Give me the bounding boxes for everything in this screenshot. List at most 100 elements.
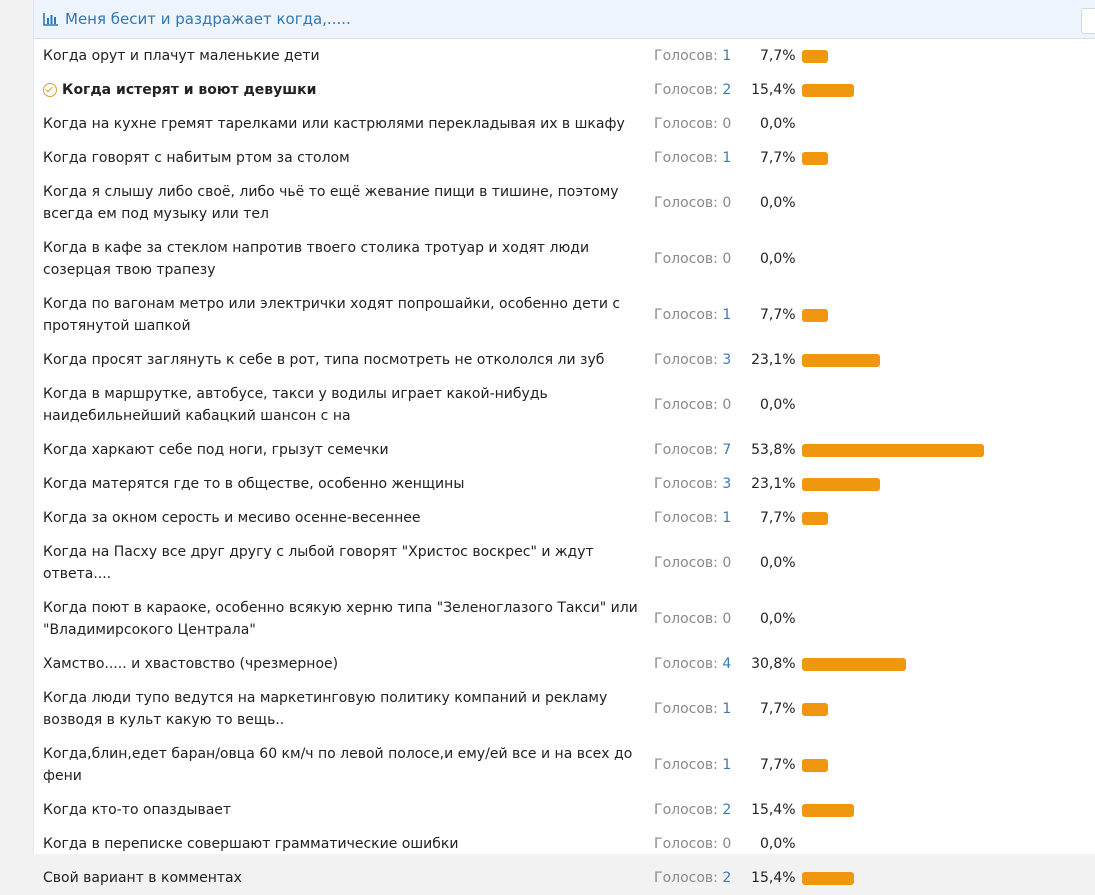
option-text: Когда просят заглянуть к себе в рот, тип… xyxy=(43,352,605,368)
poll-option-row: Когда на кухне гремят тарелками или каст… xyxy=(34,107,1095,141)
votes-label: Голосов: xyxy=(654,251,723,267)
votes-number[interactable]: 3 xyxy=(722,352,732,368)
vote-count: Голосов: 0 xyxy=(654,397,731,413)
votes-number[interactable]: 1 xyxy=(722,150,732,166)
votes-label: Голосов: xyxy=(654,307,723,323)
votes-number[interactable]: 1 xyxy=(722,510,732,526)
votes-label: Голосов: xyxy=(654,836,723,852)
votes-label: Голосов: xyxy=(654,82,723,98)
poll-option-row: Когда просят заглянуть к себе в рот, тип… xyxy=(34,343,1095,377)
vote-count: Голосов: 3 xyxy=(654,352,731,368)
option-label: Когда харкают себе под ноги, грызут семе… xyxy=(34,439,654,461)
bar-track xyxy=(801,758,1095,772)
vote-count: Голосов: 3 xyxy=(654,476,731,492)
option-label: Когда матерятся где то в обществе, особе… xyxy=(34,473,654,495)
option-text: Хамство..... и хвастовство (чрезмерное) xyxy=(43,656,339,672)
poll-option-row: Когда матерятся где то в обществе, особе… xyxy=(34,467,1095,501)
bar-track xyxy=(801,657,1095,671)
votes-number[interactable]: 2 xyxy=(722,802,732,818)
votes-number: 0 xyxy=(722,195,732,211)
vote-percent: 15,4% xyxy=(751,82,796,98)
poll-panel: Меня бесит и раздражает когда,..... Когд… xyxy=(33,0,1095,886)
vote-percent: 30,8% xyxy=(751,656,796,672)
votes-label: Голосов: xyxy=(654,870,723,886)
vote-percent: 53,8% xyxy=(751,442,796,458)
bar-chart-icon xyxy=(43,13,58,26)
votes-label: Голосов: xyxy=(654,757,723,773)
edit-button[interactable] xyxy=(1081,8,1095,34)
vote-percent: 0,0% xyxy=(760,195,796,211)
vote-percent: 7,7% xyxy=(760,701,796,717)
vote-bar xyxy=(801,443,985,457)
vote-count: Голосов: 7 xyxy=(654,442,731,458)
votes-number: 0 xyxy=(722,116,732,132)
votes-number: 0 xyxy=(722,251,732,267)
vote-count: Голосов: 1 xyxy=(654,48,731,64)
option-label: Когда говорят с набитым ртом за столом xyxy=(34,147,654,169)
vote-percent: 0,0% xyxy=(760,555,796,571)
bar-track xyxy=(801,511,1095,525)
poll-option-row: Когда орут и плачут маленькие дети Голос… xyxy=(34,39,1095,73)
poll-option-row: Когда говорят с набитым ртом за столом Г… xyxy=(34,141,1095,175)
option-text: Когда поют в караоке, особенно всякую хе… xyxy=(43,600,638,638)
votes-number[interactable]: 4 xyxy=(722,656,732,672)
vote-bar xyxy=(801,49,828,63)
votes-number[interactable]: 1 xyxy=(722,307,732,323)
option-label: Когда я слышу либо своё, либо чьё то ещё… xyxy=(34,181,654,225)
option-label: Когда поют в караоке, особенно всякую хе… xyxy=(34,597,654,641)
vote-percent: 7,7% xyxy=(760,150,796,166)
vote-percent: 0,0% xyxy=(760,836,796,852)
poll-option-row: Когда поют в караоке, особенно всякую хе… xyxy=(34,591,1095,647)
option-text: Когда орут и плачут маленькие дети xyxy=(43,48,320,64)
option-text: Когда на кухне гремят тарелками или каст… xyxy=(43,116,625,132)
poll-option-row: Когда на Пасху все друг другу с лыбой го… xyxy=(34,535,1095,591)
vote-bar xyxy=(801,871,854,885)
option-label: Когда в маршрутке, автобусе, такси у вод… xyxy=(34,383,654,427)
vote-count: Голосов: 2 xyxy=(654,802,731,818)
option-text: Свой вариант в комментах xyxy=(43,870,242,886)
option-text: Когда люди тупо ведутся на маркетинговую… xyxy=(43,690,608,728)
poll-option-row: Когда в кафе за стеклом напротив твоего … xyxy=(34,231,1095,287)
vote-percent: 0,0% xyxy=(760,611,796,627)
votes-number[interactable]: 1 xyxy=(722,48,732,64)
votes-label: Голосов: xyxy=(654,116,723,132)
vote-percent: 7,7% xyxy=(760,307,796,323)
vote-count: Голосов: 1 xyxy=(654,510,731,526)
option-label: Когда за окном серость и месиво осенне-в… xyxy=(34,507,654,529)
option-text: Когда я слышу либо своё, либо чьё то ещё… xyxy=(43,184,619,222)
option-text: Когда за окном серость и месиво осенне-в… xyxy=(43,510,421,526)
votes-number[interactable]: 2 xyxy=(722,870,732,886)
bar-track xyxy=(801,308,1095,322)
option-label: Когда люди тупо ведутся на маркетинговую… xyxy=(34,687,654,731)
poll-option-row: Когда кто-то опаздывает Голосов: 2 15,4% xyxy=(34,793,1095,827)
votes-label: Голосов: xyxy=(654,442,723,458)
vote-count: Голосов: 2 xyxy=(654,870,731,886)
option-text: Когда в маршрутке, автобусе, такси у вод… xyxy=(43,386,548,424)
vote-count: Голосов: 2 xyxy=(654,82,731,98)
bar-track xyxy=(802,838,1095,851)
votes-number: 0 xyxy=(722,836,732,852)
vote-count: Голосов: 0 xyxy=(654,611,731,627)
votes-label: Голосов: xyxy=(654,701,723,717)
bar-track xyxy=(802,613,1095,626)
bar-track xyxy=(801,803,1095,817)
votes-number[interactable]: 2 xyxy=(722,82,732,98)
poll-option-row: Когда истерят и воют девушки Голосов: 2 … xyxy=(34,73,1095,107)
votes-number[interactable]: 7 xyxy=(722,442,732,458)
bar-track xyxy=(802,557,1095,570)
bar-track xyxy=(802,118,1095,131)
vote-percent: 15,4% xyxy=(751,802,796,818)
votes-number[interactable]: 1 xyxy=(722,701,732,717)
vote-bar xyxy=(801,353,881,367)
option-text: Когда говорят с набитым ртом за столом xyxy=(43,150,350,166)
option-label: Когда орут и плачут маленькие дети xyxy=(34,45,654,67)
vote-bar xyxy=(801,657,907,671)
vote-percent: 0,0% xyxy=(760,397,796,413)
votes-number[interactable]: 3 xyxy=(722,476,732,492)
votes-label: Голосов: xyxy=(654,195,723,211)
votes-number[interactable]: 1 xyxy=(722,757,732,773)
option-label: Когда,блин,едет баран/овца 60 км/ч по ле… xyxy=(34,743,654,787)
poll-option-row: Когда в переписке совершают грамматическ… xyxy=(34,827,1095,861)
bar-track xyxy=(801,702,1095,716)
votes-label: Голосов: xyxy=(654,656,723,672)
